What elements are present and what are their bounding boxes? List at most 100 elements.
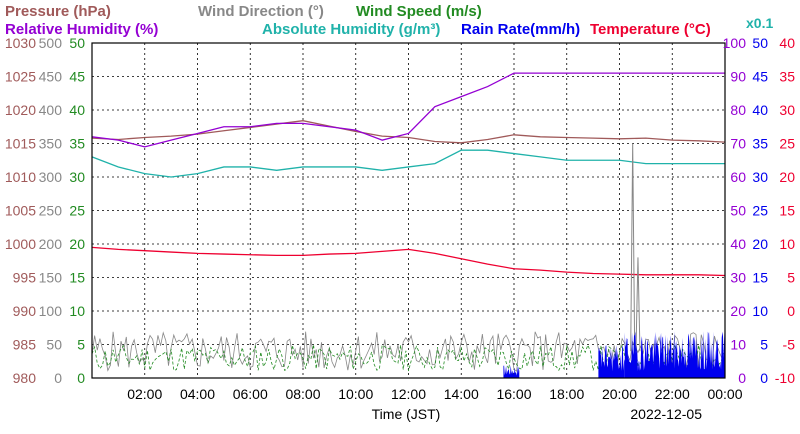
tick-label-humidity: 0 [738,370,746,386]
tick-label-rain: 35 [752,136,768,152]
tick-label-rain: 45 [752,69,768,85]
tick-label-temperature: -10 [775,370,795,386]
legend-abs-humidity: Absolute Humidity (g/m³) [262,21,440,38]
tick-label-wind-speed: 15 [69,270,85,286]
x-tick-label: 14:00 [444,386,479,402]
x-tick-label: 02:00 [127,386,162,402]
tick-label-rain: 10 [752,303,768,319]
tick-label-rain: 50 [752,35,768,51]
tick-label-wind-direction: 250 [39,203,63,219]
tick-label-temperature: 40 [779,35,795,51]
x-axis-label: Time (JST) [372,406,441,422]
legend-scale-note: x0.1 [746,15,773,31]
tick-label-humidity: 100 [723,35,747,51]
plot-frame [91,42,726,379]
legend-temperature: Temperature (°C) [590,21,711,38]
tick-label-rain: 40 [752,102,768,118]
tick-label-humidity: 70 [730,136,746,152]
tick-label-wind-speed: 20 [69,236,85,252]
series-wind-speed [91,344,726,372]
x-tick-label: 00:00 [707,386,742,402]
wind-direction-spike [635,257,641,352]
tick-label-wind-speed: 5 [77,337,85,353]
tick-label-pressure: 995 [13,270,37,286]
x-tick-label: 12:00 [391,386,426,402]
tick-label-pressure: 985 [13,337,37,353]
x-tick-label: 10:00 [338,386,373,402]
series-wind-direction [91,331,726,372]
legend-wind-direction: Wind Direction (°) [198,3,324,20]
legend-rain: Rain Rate(mm/h) [461,21,580,38]
tick-label-wind-direction: 50 [46,337,62,353]
series-layer [91,72,726,378]
rain-area [598,345,625,378]
tick-label-wind-direction: 500 [39,35,63,51]
tick-label-rain: 0 [760,370,768,386]
tick-label-humidity: 40 [730,236,746,252]
tick-label-pressure: 1030 [5,35,36,51]
tick-label-wind-speed: 40 [69,102,85,118]
tick-label-wind-speed: 0 [77,370,85,386]
x-tick-label: 08:00 [285,386,320,402]
tick-label-rain: 20 [752,236,768,252]
tick-label-wind-speed: 50 [69,35,85,51]
tick-label-pressure: 1015 [5,136,36,152]
tick-label-wind-direction: 450 [39,69,63,85]
tick-label-temperature: 10 [779,236,795,252]
tick-label-wind-speed: 30 [69,169,85,185]
x-axis: 02:00 04:00 06:00 08:00 10:00 12:00 14:00 16:00… [127,386,742,402]
tick-label-wind-direction: 300 [39,169,63,185]
x-tick-label: 22:00 [655,386,690,402]
tick-label-humidity: 90 [730,69,746,85]
tick-label-wind-direction: 100 [39,303,63,319]
tick-label-humidity: 80 [730,102,746,118]
series-temperature [91,246,726,277]
x-tick-label: 16:00 [496,386,531,402]
tick-label-temperature: 20 [779,169,795,185]
tick-label-wind-direction: 200 [39,236,63,252]
tick-label-wind-direction: 150 [39,270,63,286]
rain-area [503,365,520,378]
tick-label-wind-speed: 10 [69,303,85,319]
tick-label-wind-speed: 35 [69,136,85,152]
tick-label-pressure: 1005 [5,203,36,219]
date-label: 2022-12-05 [630,406,702,422]
legend-humidity: Relative Humidity (%) [5,21,158,38]
tick-label-pressure: 990 [13,303,37,319]
tick-label-temperature: 30 [779,102,795,118]
wind-direction-spike [630,143,636,352]
tick-label-temperature: -5 [783,337,796,353]
legend: Pressure (hPa) Wind Direction (°) Wind S… [5,3,773,38]
tick-label-rain: 30 [752,169,768,185]
tick-label-rain: 15 [752,270,768,286]
left-axes: 1030102510201015101010051000995990985980… [5,35,85,386]
tick-label-pressure: 1020 [5,102,36,118]
x-tick-label: 06:00 [233,386,268,402]
tick-label-temperature: 25 [779,136,795,152]
series-humidity [91,72,725,148]
tick-label-wind-speed: 25 [69,203,85,219]
tick-label-wind-speed: 45 [69,69,85,85]
x-tick-label: 20:00 [602,386,637,402]
tick-label-pressure: 1000 [5,236,36,252]
tick-label-temperature: 0 [787,303,795,319]
legend-pressure: Pressure (hPa) [5,3,111,20]
tick-label-humidity: 50 [730,203,746,219]
tick-label-temperature: 5 [787,270,795,286]
tick-label-wind-direction: 0 [54,370,62,386]
x-tick-label: 18:00 [549,386,584,402]
tick-label-rain: 25 [752,203,768,219]
tick-label-temperature: 35 [779,69,795,85]
series-abs-humidity [91,149,725,178]
rain-area [624,331,725,378]
x-tick-label: 04:00 [180,386,215,402]
tick-label-pressure: 980 [13,370,37,386]
tick-label-humidity: 10 [730,337,746,353]
tick-label-wind-direction: 400 [39,102,63,118]
tick-label-humidity: 30 [730,270,746,286]
grid [92,43,725,378]
right-axes: 1009080706050403020100504540353025201510… [723,35,796,386]
tick-label-humidity: 60 [730,169,746,185]
legend-wind-speed: Wind Speed (m/s) [356,3,482,20]
